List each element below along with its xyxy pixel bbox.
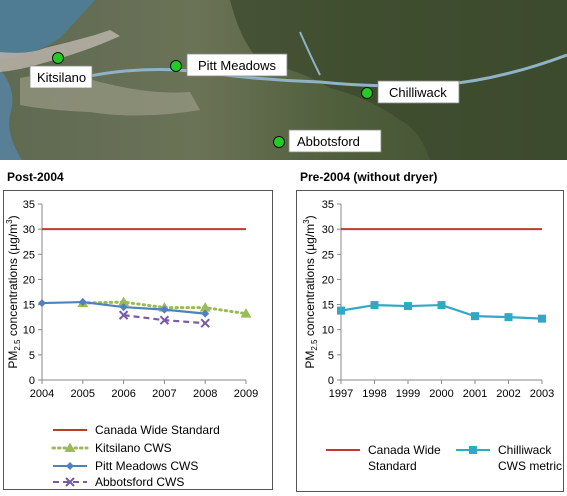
data-point (404, 302, 412, 311)
urban-area-vancouver (0, 30, 120, 72)
legend-label: Canada Wide Standard (95, 423, 220, 437)
data-point (118, 310, 129, 320)
y-tick-label: 15 (23, 300, 35, 312)
mountains (230, 0, 567, 160)
data-point (337, 306, 345, 315)
satellite-map: Kitsilano Pitt Meadows Chilliwack Abbots… (0, 0, 567, 160)
x-tick-label: 2003 (530, 388, 554, 400)
y-tick-label: 30 (322, 224, 334, 236)
x-tick-label: 2005 (71, 388, 95, 400)
legend-marker (469, 446, 477, 454)
data-point (437, 301, 446, 310)
data-point (118, 296, 130, 307)
site-label-abbotsford: Abbotsford (297, 134, 360, 149)
x-tick-label: 2004 (30, 388, 54, 400)
legend-label: Pitt Meadows CWS (95, 459, 198, 473)
site-abbotsford[interactable]: Abbotsford (273, 129, 382, 153)
y-tick-label: 20 (23, 274, 35, 286)
data-point (201, 309, 210, 318)
legend-label: Chilliwack (498, 443, 552, 457)
site-marker-icon (170, 60, 182, 72)
site-label-box (377, 80, 460, 104)
legend-entry: Canada Wide Standard (326, 443, 441, 473)
x-tick-label: 1998 (362, 388, 386, 400)
data-point (119, 303, 128, 312)
y-tick-label: 20 (322, 274, 334, 286)
y-tick-label: 10 (322, 325, 334, 337)
legend-label: Kitsilano CWS (95, 441, 172, 455)
site-marker-icon (273, 136, 285, 148)
site-marker-icon (361, 87, 373, 99)
data-point (38, 299, 46, 308)
y-tick-label: 25 (23, 249, 35, 261)
legend-label: Canada Wide (368, 443, 441, 457)
legend-marker (64, 442, 76, 452)
legend-label: CWS metric (498, 459, 562, 473)
series-abbotsford-cws (118, 310, 210, 328)
y-axis-label: PM2.5 concentrations (µg/m3) (302, 215, 319, 368)
site-label-pitt-meadows: Pitt Meadows (198, 58, 277, 73)
data-point (199, 302, 211, 312)
pitt-river (299, 31, 321, 76)
site-kitsilano[interactable]: Kitsilano (29, 52, 93, 89)
chart-frame (3, 190, 273, 490)
data-point (200, 318, 210, 328)
legend-label: Standard (368, 459, 417, 473)
water-strait (0, 70, 22, 160)
x-tick-label: 1999 (396, 388, 420, 400)
y-axis-label: PM2.5 concentrations (µg/m3) (5, 215, 22, 368)
right-panel-title: Pre-2004 (without dryer) (300, 170, 438, 184)
fraser-river (79, 53, 567, 88)
x-tick-label: 1997 (329, 388, 353, 400)
x-tick-label: 2000 (429, 388, 453, 400)
legend-entry: Chilliwack CWS metric (456, 443, 562, 473)
data-point (160, 305, 169, 314)
y-tick-label: 25 (322, 249, 334, 261)
legend-entry: Canada Wide Standard (53, 423, 220, 437)
x-tick-label: 2009 (234, 388, 258, 400)
left-panel-title: Post-2004 (7, 170, 64, 184)
x-tick-label: 2006 (111, 388, 135, 400)
site-label-box (186, 53, 288, 77)
series-chilliwack-cws-metric (337, 301, 546, 323)
data-point (78, 298, 87, 307)
y-tick-label: 10 (23, 325, 35, 337)
legend-marker (66, 462, 74, 470)
site-label-chilliwack: Chilliwack (389, 85, 447, 100)
site-chilliwack[interactable]: Chilliwack (361, 80, 460, 104)
legend-marker (65, 477, 75, 487)
water-burrard-inlet (0, 0, 95, 60)
data-point (240, 308, 252, 318)
data-point (504, 313, 513, 322)
pre-2004-chart: 0 5 10 15 20 25 30 35 1997 1998 1999 2000 2001 2002 20… (296, 190, 564, 492)
legend-entry: Abbotsford CWS (53, 475, 184, 489)
site-marker-icon (52, 52, 64, 64)
y-tick-label: 35 (322, 199, 334, 211)
y-tick-label: 5 (328, 350, 334, 362)
y-tick-label: 30 (23, 224, 35, 236)
x-tick-label: 2007 (152, 388, 176, 400)
y-tick-label: 35 (23, 199, 35, 211)
legend-entry: Kitsilano CWS (51, 441, 172, 455)
data-point (471, 312, 479, 321)
site-label-kitsilano: Kitsilano (37, 70, 86, 85)
x-tick-label: 2001 (463, 388, 487, 400)
site-pitt-meadows[interactable]: Pitt Meadows (170, 53, 288, 77)
post-2004-chart: 0 5 10 15 20 25 30 35 2004 2005 2006 2007 2008 2009 PM… (3, 190, 273, 490)
y-tick-label: 0 (328, 375, 334, 387)
x-tick-label: 2002 (496, 388, 520, 400)
data-point (159, 315, 170, 325)
series-pitt-meadows-cws (38, 298, 210, 318)
site-label-box (288, 129, 382, 153)
legend-entry: Pitt Meadows CWS (53, 459, 198, 473)
y-tick-label: 15 (322, 300, 334, 312)
y-tick-label: 0 (29, 375, 35, 387)
y-tick-label: 5 (29, 350, 35, 362)
data-point (538, 314, 546, 323)
legend-label: Abbotsford CWS (95, 475, 184, 489)
data-point (370, 301, 379, 310)
site-label-box (29, 65, 93, 89)
x-tick-label: 2008 (193, 388, 217, 400)
